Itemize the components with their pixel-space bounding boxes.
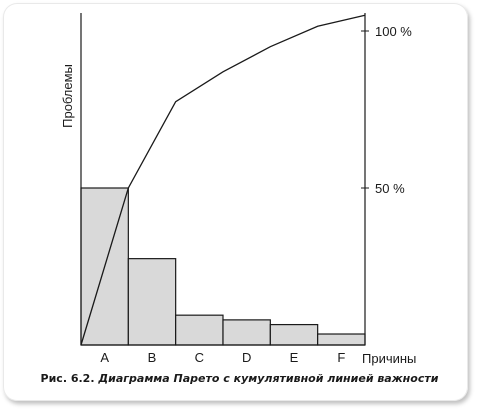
tick-layer: 50 % 100 % [361,24,412,196]
cumulative-line [80,14,366,346]
bar-b [127,258,177,346]
caption-title: Диаграмма Парето с кумулятивной линией в… [98,372,439,385]
caption-number: Рис. 6.2. [40,372,95,385]
bar-layer [80,187,366,346]
x-tick-label-b: B [148,350,157,365]
bar-d [222,319,271,346]
x-tick-label-f: F [337,350,345,365]
x-tick-labels: A B C D E F [100,350,345,365]
x-tick-label-a: A [100,350,109,365]
axes-layer [80,13,366,346]
figure-caption: Рис. 6.2. Диаграмма Парето с кумулятивно… [0,372,479,385]
bar-f [317,333,366,346]
right-tick-label: 50 % [375,181,405,196]
right-tick-label: 100 % [375,24,412,39]
bar-e [269,323,319,346]
pareto-chart: 50 % 100 % A B C D E F Проблемы Причины [60,13,416,366]
bar-c [175,314,224,346]
x-tick-label-e: E [290,350,299,365]
x-tick-label-d: D [242,350,251,365]
x-axis-label: Причины [362,351,416,366]
y-axis-label: Проблемы [60,64,75,128]
x-tick-label-c: C [195,350,204,365]
